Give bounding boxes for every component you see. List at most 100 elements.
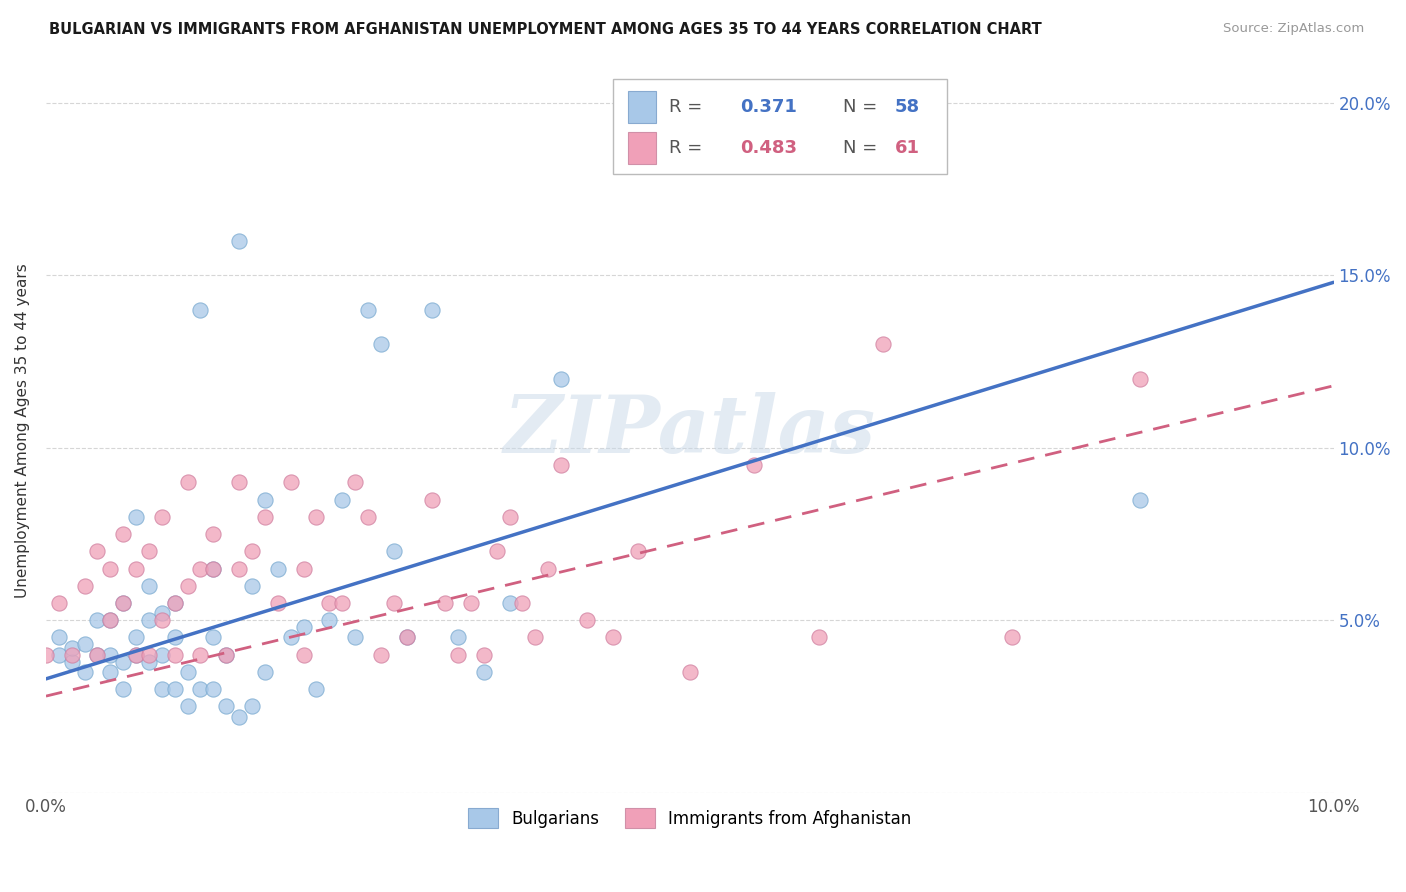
Point	[370, 337, 392, 351]
Point	[292, 648, 315, 662]
Point	[228, 234, 250, 248]
Point	[512, 596, 534, 610]
Point	[343, 475, 366, 490]
Point	[98, 613, 121, 627]
Point	[318, 596, 340, 610]
Point	[60, 640, 83, 655]
Point	[202, 527, 225, 541]
Point	[742, 458, 765, 472]
Point	[163, 596, 186, 610]
Text: BULGARIAN VS IMMIGRANTS FROM AFGHANISTAN UNEMPLOYMENT AMONG AGES 35 TO 44 YEARS : BULGARIAN VS IMMIGRANTS FROM AFGHANISTAN…	[49, 22, 1042, 37]
Point	[267, 561, 290, 575]
Point	[485, 544, 508, 558]
FancyBboxPatch shape	[628, 132, 657, 164]
Point	[228, 475, 250, 490]
Point	[98, 665, 121, 679]
Point	[112, 596, 135, 610]
Point	[267, 596, 290, 610]
Point	[215, 699, 238, 714]
Point	[48, 596, 70, 610]
Point	[125, 648, 148, 662]
Text: N =: N =	[844, 139, 883, 157]
Point	[434, 596, 457, 610]
Point	[240, 579, 263, 593]
Point	[112, 596, 135, 610]
Point	[112, 682, 135, 697]
Point	[163, 648, 186, 662]
FancyBboxPatch shape	[628, 91, 657, 123]
Point	[550, 458, 572, 472]
Point	[318, 613, 340, 627]
Point	[370, 648, 392, 662]
Point	[35, 648, 58, 662]
Y-axis label: Unemployment Among Ages 35 to 44 years: Unemployment Among Ages 35 to 44 years	[15, 263, 30, 598]
Point	[73, 637, 96, 651]
Text: 58: 58	[894, 98, 920, 116]
Point	[357, 509, 380, 524]
Point	[73, 665, 96, 679]
Point	[150, 648, 173, 662]
Point	[357, 302, 380, 317]
Point	[550, 372, 572, 386]
Point	[86, 648, 108, 662]
Point	[292, 561, 315, 575]
Point	[190, 648, 212, 662]
Point	[872, 337, 894, 351]
Point	[150, 607, 173, 621]
Point	[460, 596, 482, 610]
Point	[163, 682, 186, 697]
Point	[215, 648, 238, 662]
Point	[125, 561, 148, 575]
Point	[305, 509, 328, 524]
Point	[524, 631, 547, 645]
Point	[498, 596, 520, 610]
Point	[138, 648, 160, 662]
FancyBboxPatch shape	[613, 79, 948, 174]
Point	[280, 475, 302, 490]
Point	[125, 648, 148, 662]
Point	[575, 613, 598, 627]
Point	[150, 682, 173, 697]
Point	[73, 579, 96, 593]
Point	[176, 665, 198, 679]
Point	[537, 561, 560, 575]
Point	[330, 596, 353, 610]
Point	[150, 613, 173, 627]
Point	[1001, 631, 1024, 645]
Point	[176, 579, 198, 593]
Text: 0.371: 0.371	[740, 98, 797, 116]
Point	[382, 596, 405, 610]
Point	[112, 527, 135, 541]
Text: Source: ZipAtlas.com: Source: ZipAtlas.com	[1223, 22, 1364, 36]
Point	[138, 579, 160, 593]
Point	[48, 631, 70, 645]
Point	[228, 561, 250, 575]
Point	[202, 561, 225, 575]
Point	[202, 561, 225, 575]
Point	[420, 492, 443, 507]
Point	[190, 302, 212, 317]
Point	[807, 631, 830, 645]
Text: R =: R =	[669, 139, 709, 157]
Text: 61: 61	[894, 139, 920, 157]
Point	[253, 509, 276, 524]
Point	[138, 544, 160, 558]
Point	[420, 302, 443, 317]
Point	[163, 596, 186, 610]
Point	[253, 492, 276, 507]
Point	[447, 631, 470, 645]
Point	[98, 648, 121, 662]
Point	[253, 665, 276, 679]
Point	[292, 620, 315, 634]
Point	[125, 509, 148, 524]
Text: R =: R =	[669, 98, 709, 116]
Point	[382, 544, 405, 558]
Text: N =: N =	[844, 98, 883, 116]
Text: ZIPatlas: ZIPatlas	[503, 392, 876, 469]
Point	[163, 631, 186, 645]
Point	[176, 699, 198, 714]
Point	[98, 561, 121, 575]
Point	[150, 509, 173, 524]
Point	[602, 631, 624, 645]
Point	[472, 665, 495, 679]
